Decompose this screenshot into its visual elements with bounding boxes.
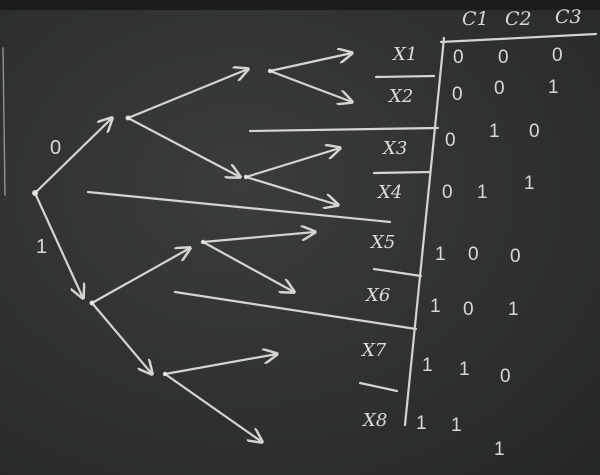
- row-label-x3: X3: [383, 138, 408, 159]
- separator-line: [372, 267, 423, 278]
- cell-x5-c1: 1: [435, 244, 446, 265]
- cell-x3-c1: 0: [445, 130, 456, 151]
- row-label-x6: X6: [366, 285, 391, 306]
- tree-node: [200, 239, 206, 245]
- cell-x4-c3: 1: [524, 173, 535, 194]
- edge-11-0: [163, 354, 277, 376]
- row-label-x4: X4: [378, 182, 403, 203]
- tree-node: [267, 68, 273, 74]
- cell-x3-c3: 0: [529, 121, 540, 142]
- edge-label-zero: 0: [50, 137, 62, 159]
- cell-x6-c1: 1: [430, 296, 441, 317]
- edge-01-1: [244, 175, 338, 205]
- cell-x8-c2: 1: [451, 415, 462, 436]
- edge-00-1: [268, 69, 352, 102]
- tree-node: [89, 300, 95, 306]
- cell-x7-c3: 0: [500, 366, 511, 387]
- cell-x3-c2: 1: [489, 121, 500, 142]
- edge-1-1: [90, 301, 152, 374]
- separator-line: [86, 190, 392, 224]
- cell-x1-c3: 0: [552, 45, 563, 66]
- cell-x1-c1: 0: [453, 47, 464, 68]
- cell-x8-c3: 1: [494, 439, 505, 460]
- edge-label-one: 1: [36, 236, 48, 258]
- edge-1-0: [90, 248, 190, 305]
- cell-x6-c3: 1: [508, 299, 519, 320]
- column-header-c1: C1: [462, 8, 489, 30]
- row-label-x7: X7: [362, 340, 387, 361]
- row-label-x8: X8: [363, 410, 388, 431]
- cell-x5-c2: 0: [468, 244, 479, 265]
- board-top-frame: [0, 0, 600, 10]
- edge-root-0: [33, 118, 112, 195]
- cell-x8-c1: 1: [416, 413, 427, 434]
- separator-line: [248, 126, 440, 133]
- column-header-c2: C2: [505, 8, 532, 30]
- root-node: [32, 190, 38, 196]
- row-label-x1: X1: [393, 44, 418, 65]
- tree-node: [125, 115, 131, 121]
- separator-line: [374, 74, 436, 79]
- edge-00-0: [268, 53, 352, 73]
- edge-11-1: [163, 372, 262, 442]
- tree-node: [162, 371, 168, 377]
- cell-x7-c1: 1: [422, 355, 433, 376]
- row-label-x2: X2: [389, 86, 414, 107]
- tree-node: [243, 174, 249, 180]
- edge-0-0: [126, 69, 248, 120]
- cell-x5-c3: 0: [510, 246, 521, 267]
- cell-x1-c2: 0: [498, 47, 509, 68]
- column-divider: [403, 36, 446, 427]
- column-header-c3: C3: [555, 6, 582, 28]
- separator-line: [372, 170, 432, 175]
- cell-x2-c3: 1: [548, 77, 559, 98]
- edge-01-0: [244, 148, 340, 179]
- left-edge-stroke: [2, 47, 6, 196]
- edge-0-1: [126, 116, 240, 177]
- edge-10-0: [201, 232, 315, 244]
- header-underline: [439, 32, 598, 44]
- cell-x2-c2: 0: [494, 78, 505, 99]
- edge-root-1: [33, 191, 83, 298]
- separator-line: [173, 290, 418, 331]
- row-label-x5: X5: [371, 232, 396, 253]
- cell-x4-c1: 0: [442, 182, 453, 203]
- cell-x7-c2: 1: [459, 359, 470, 380]
- cell-x4-c2: 1: [477, 182, 488, 203]
- cell-x2-c1: 0: [452, 84, 463, 105]
- cell-x6-c2: 0: [463, 299, 474, 320]
- edge-10-1: [201, 240, 294, 292]
- separator-line: [358, 381, 399, 393]
